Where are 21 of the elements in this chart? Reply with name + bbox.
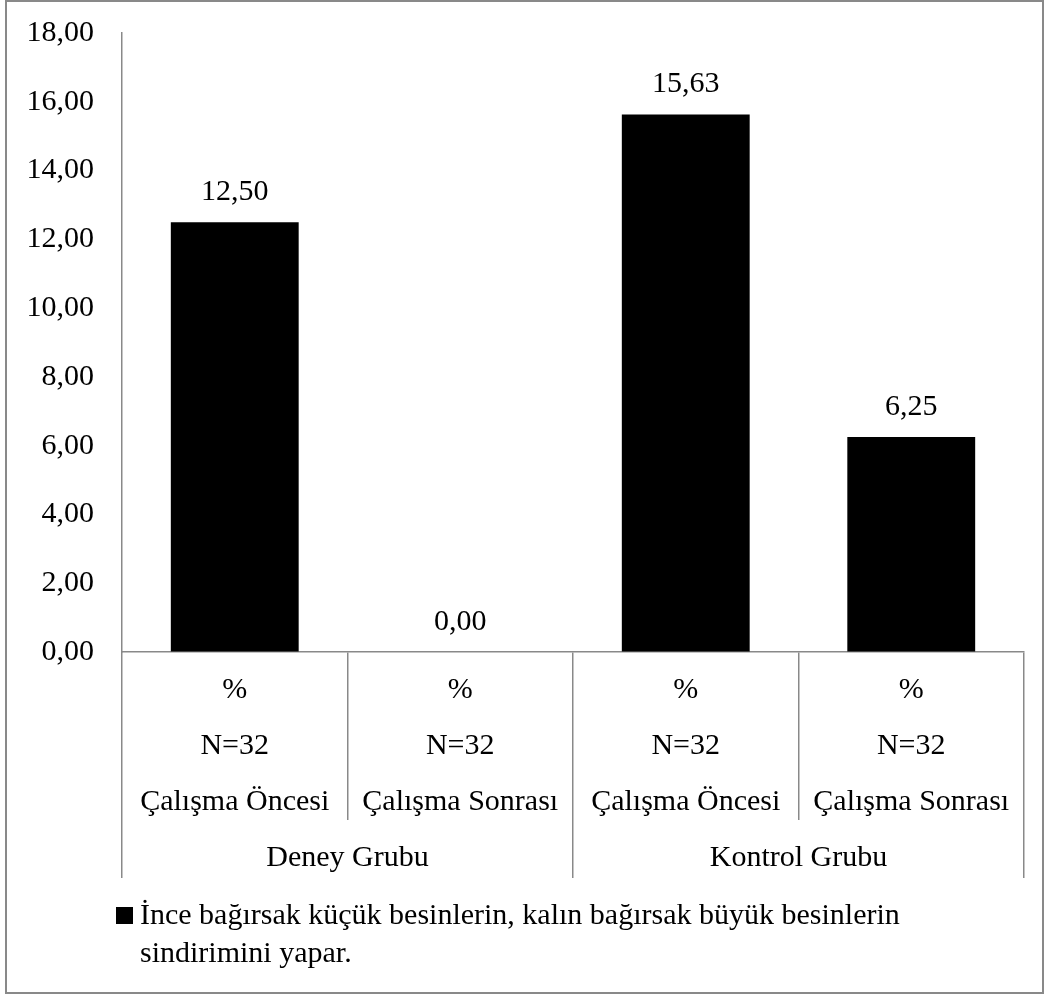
y-tick-label: 4,00 — [41, 495, 94, 529]
y-tick-label: 12,00 — [26, 220, 94, 254]
y-tick-label: 10,00 — [26, 288, 94, 322]
y-tick-label: 18,00 — [26, 13, 94, 47]
x-tick-label: % N=32 Çalışma Öncesi — [591, 670, 781, 816]
y-tick-label: 0,00 — [41, 632, 94, 666]
y-tick-label: 6,00 — [41, 426, 94, 460]
y-tick-label: 8,00 — [41, 357, 94, 391]
x-tick-label: % N=32 Çalışma Sonrası — [362, 670, 559, 816]
y-tick-label: 14,00 — [26, 151, 94, 185]
data-label: 15,63 — [652, 65, 720, 99]
data-label: 6,25 — [885, 387, 938, 421]
x-tick-label: % N=32 Çalışma Sonrası — [813, 670, 1010, 816]
data-label: 12,50 — [201, 173, 269, 207]
legend-label: İnce bağırsak küçük besinlerin, kalın bağırsak büyük besinlerin sindirimini yapar. — [140, 896, 901, 970]
text: Deney Grubu — [266, 838, 429, 872]
y-tick-label: 16,00 — [26, 82, 94, 116]
x-tick-label: % N=32 Çalışma Öncesi — [140, 670, 330, 816]
data-label: 0,00 — [434, 602, 487, 636]
text: Kontrol Grubu — [709, 838, 888, 872]
y-tick-label: 2,00 — [41, 564, 94, 598]
